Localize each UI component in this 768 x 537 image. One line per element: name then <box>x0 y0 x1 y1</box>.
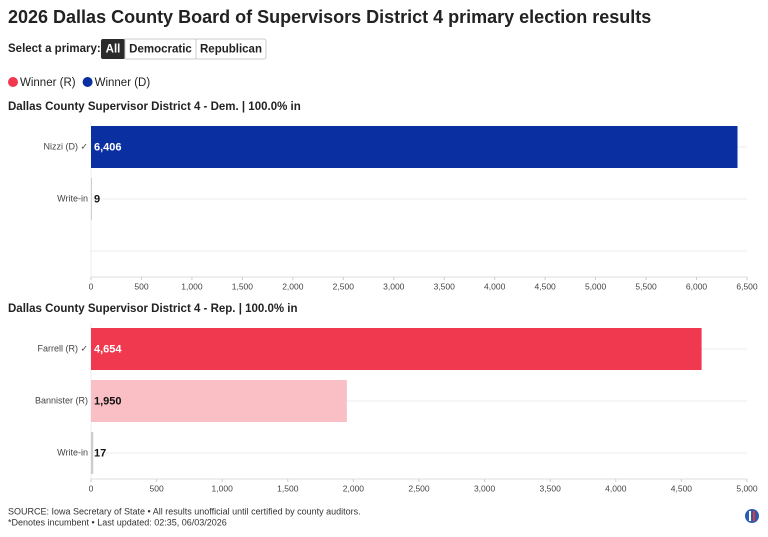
x-tick-label: 1,500 <box>232 281 254 291</box>
value-label: 4,654 <box>94 343 122 355</box>
x-tick-label: 5,000 <box>585 281 607 291</box>
x-tick-label: 2,000 <box>282 281 304 291</box>
legend-swatch <box>8 77 18 87</box>
category-label: Farrell (R) ✓ <box>37 343 88 353</box>
bar <box>91 328 702 370</box>
x-tick-label: 1,000 <box>181 281 203 291</box>
x-tick-label: 3,000 <box>474 483 496 493</box>
selector-label: Select a primary: <box>8 43 101 55</box>
chart-title: Dallas County Supervisor District 4 - Re… <box>8 303 298 315</box>
category-label: Bannister (R) <box>35 395 88 405</box>
x-tick-label: 3,500 <box>434 281 456 291</box>
x-tick-label: 5,000 <box>736 483 758 493</box>
category-label: Write-in <box>57 193 88 203</box>
logo <box>745 509 759 523</box>
value-label: 9 <box>94 193 100 205</box>
legend-swatch <box>82 77 93 87</box>
value-label: 17 <box>94 447 106 459</box>
x-tick-label: 6,000 <box>686 281 708 291</box>
x-tick-label: 500 <box>134 281 148 291</box>
button-bg <box>195 38 267 60</box>
x-tick-label: 4,500 <box>535 281 557 291</box>
x-tick-label: 1,500 <box>277 483 299 493</box>
selector-button[interactable]: All <box>101 39 125 59</box>
x-tick-label: 3,500 <box>540 483 562 493</box>
x-tick-label: 3,000 <box>383 281 405 291</box>
bar <box>91 380 347 422</box>
legend-label: Winner (D) <box>95 77 151 89</box>
x-tick-label: 4,000 <box>484 281 506 291</box>
button-label: All <box>106 44 121 56</box>
bar <box>91 178 92 220</box>
x-tick-label: 2,000 <box>343 483 365 493</box>
legend-label: Winner (R) <box>20 77 76 89</box>
button-label: Democratic <box>129 44 192 56</box>
footer-updated: *Denotes incumbent • Last updated: 02:35… <box>8 517 227 527</box>
selector-button[interactable]: Republican <box>195 38 267 60</box>
selector-button[interactable]: Democratic <box>124 38 197 60</box>
footer-source: SOURCE: Iowa Secretary of State • All re… <box>8 506 361 516</box>
x-tick-label: 0 <box>89 483 94 493</box>
x-tick-label: 1,000 <box>212 483 234 493</box>
category-label: Write-in <box>57 447 88 457</box>
x-tick-label: 4,500 <box>671 483 693 493</box>
chart-title: Dallas County Supervisor District 4 - De… <box>8 101 301 113</box>
button-bg <box>101 39 125 59</box>
value-label: 1,950 <box>94 395 122 407</box>
x-tick-label: 4,000 <box>605 483 627 493</box>
x-tick-label: 500 <box>150 483 164 493</box>
page-title: 2026 Dallas County Board of Supervisors … <box>8 7 651 27</box>
x-tick-label: 6,500 <box>736 281 758 291</box>
bar <box>91 126 738 168</box>
category-label: Nizzi (D) ✓ <box>43 141 88 151</box>
x-tick-label: 0 <box>89 281 94 291</box>
x-tick-label: 5,500 <box>635 281 657 291</box>
button-label: Republican <box>200 44 262 56</box>
bar <box>91 432 94 474</box>
x-tick-label: 2,500 <box>333 281 355 291</box>
value-label: 6,406 <box>94 141 122 153</box>
x-tick-label: 2,500 <box>408 483 430 493</box>
